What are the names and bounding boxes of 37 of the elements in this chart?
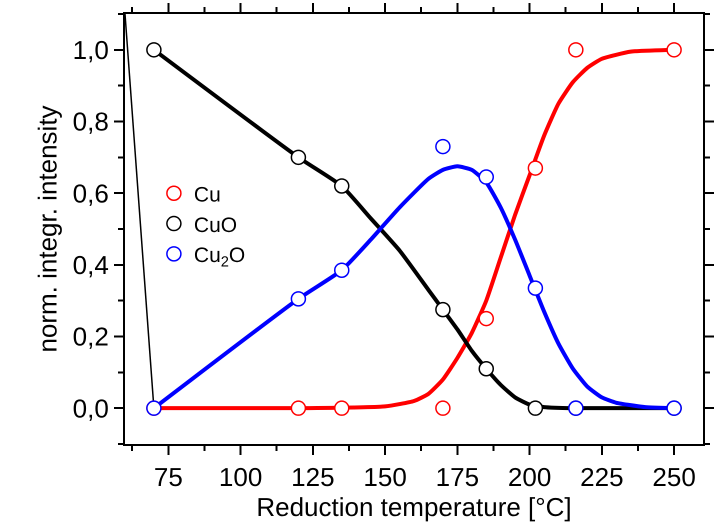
point bbox=[478, 169, 494, 185]
legend-label: Cu bbox=[194, 183, 221, 206]
point bbox=[568, 42, 584, 58]
x-tick-label: 200 bbox=[508, 462, 552, 492]
y-tick-label: 0,2 bbox=[72, 322, 109, 352]
legend-label: CuO bbox=[194, 214, 238, 237]
point bbox=[528, 160, 544, 176]
y-tick-label: 0,4 bbox=[72, 250, 109, 280]
point bbox=[478, 310, 494, 326]
x-tick-label: 125 bbox=[291, 462, 335, 492]
x-tick-label: 100 bbox=[218, 462, 262, 492]
point bbox=[334, 400, 350, 416]
point bbox=[478, 361, 494, 376]
point bbox=[290, 291, 306, 307]
x-tick-label: 150 bbox=[363, 462, 407, 492]
y-axis-title: norm. integr. intensity bbox=[32, 105, 63, 353]
point bbox=[290, 150, 306, 166]
x-tick-label: 75 bbox=[154, 462, 183, 492]
point bbox=[334, 262, 350, 278]
y-tick-label: 0,8 bbox=[72, 106, 109, 137]
point bbox=[290, 400, 306, 416]
point bbox=[334, 178, 350, 194]
point bbox=[435, 400, 451, 416]
x-tick-label: 175 bbox=[436, 462, 480, 492]
legend-label: Cu$_{2}$O bbox=[194, 244, 246, 270]
point bbox=[146, 42, 162, 58]
point bbox=[435, 138, 451, 154]
y-tick-label: 0,6 bbox=[72, 178, 109, 208]
y-tick-label: 0,0 bbox=[72, 393, 109, 424]
x-axis-title: Reduction temperature [°C] bbox=[256, 492, 572, 522]
y-tick-label: 1,0 bbox=[72, 34, 109, 65]
x-tick-label: 250 bbox=[652, 462, 696, 492]
point bbox=[666, 42, 682, 58]
point bbox=[435, 302, 451, 318]
point bbox=[528, 280, 544, 296]
point bbox=[528, 400, 544, 416]
x-tick-label: 225 bbox=[580, 462, 624, 492]
